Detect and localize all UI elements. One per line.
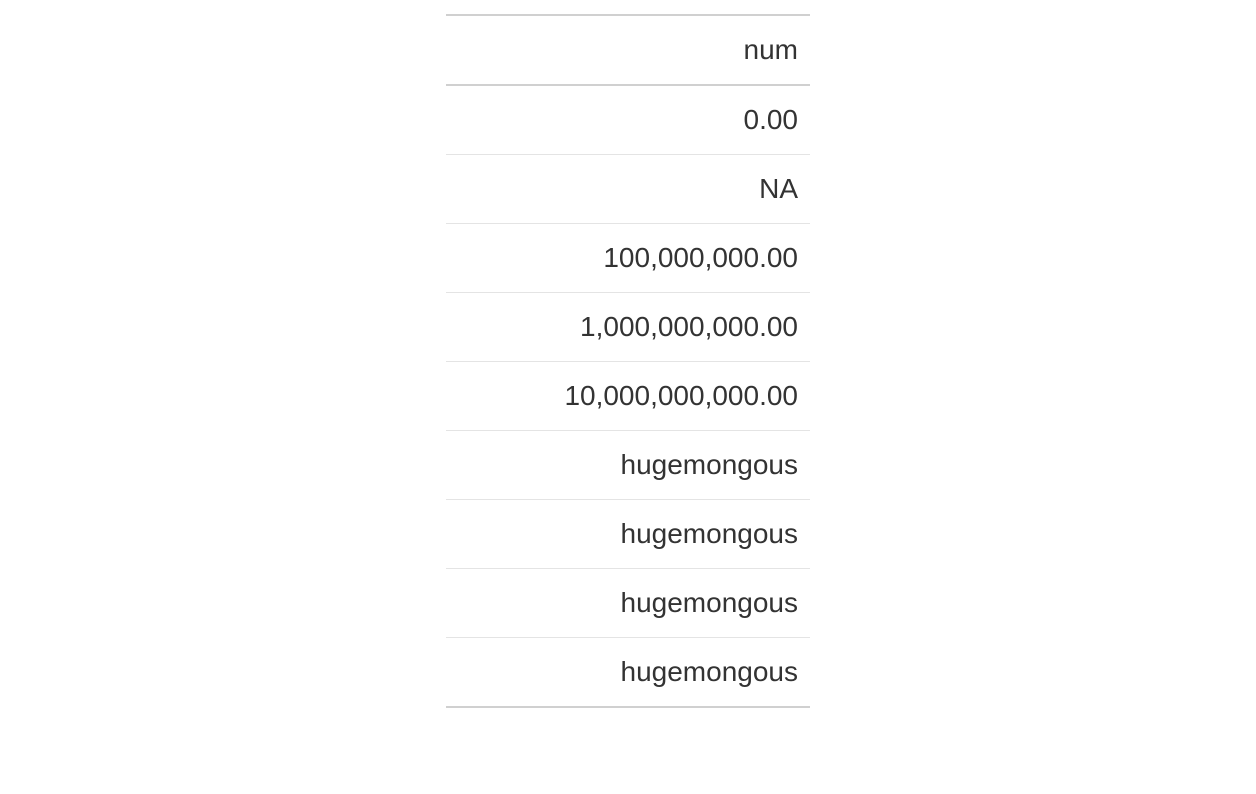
table-container: num 0.00 NA 100,000,000.00 1,000,000,000… (446, 14, 810, 708)
table-cell: hugemongous (446, 500, 810, 569)
table-row: 1,000,000,000.00 (446, 293, 810, 362)
table-cell: 0.00 (446, 85, 810, 155)
table-cell: 100,000,000.00 (446, 224, 810, 293)
table-cell: 1,000,000,000.00 (446, 293, 810, 362)
column-header-num: num (446, 15, 810, 85)
table-row: hugemongous (446, 638, 810, 708)
table-cell: hugemongous (446, 431, 810, 500)
table-row: hugemongous (446, 500, 810, 569)
table-row: hugemongous (446, 569, 810, 638)
num-table: num 0.00 NA 100,000,000.00 1,000,000,000… (446, 14, 810, 708)
table-row: 100,000,000.00 (446, 224, 810, 293)
table-row: hugemongous (446, 431, 810, 500)
table-cell: NA (446, 155, 810, 224)
table-row: NA (446, 155, 810, 224)
table-header-row: num (446, 15, 810, 85)
table-row: 0.00 (446, 85, 810, 155)
table-cell: hugemongous (446, 569, 810, 638)
table-cell: 10,000,000,000.00 (446, 362, 810, 431)
table-row: 10,000,000,000.00 (446, 362, 810, 431)
table-cell: hugemongous (446, 638, 810, 708)
